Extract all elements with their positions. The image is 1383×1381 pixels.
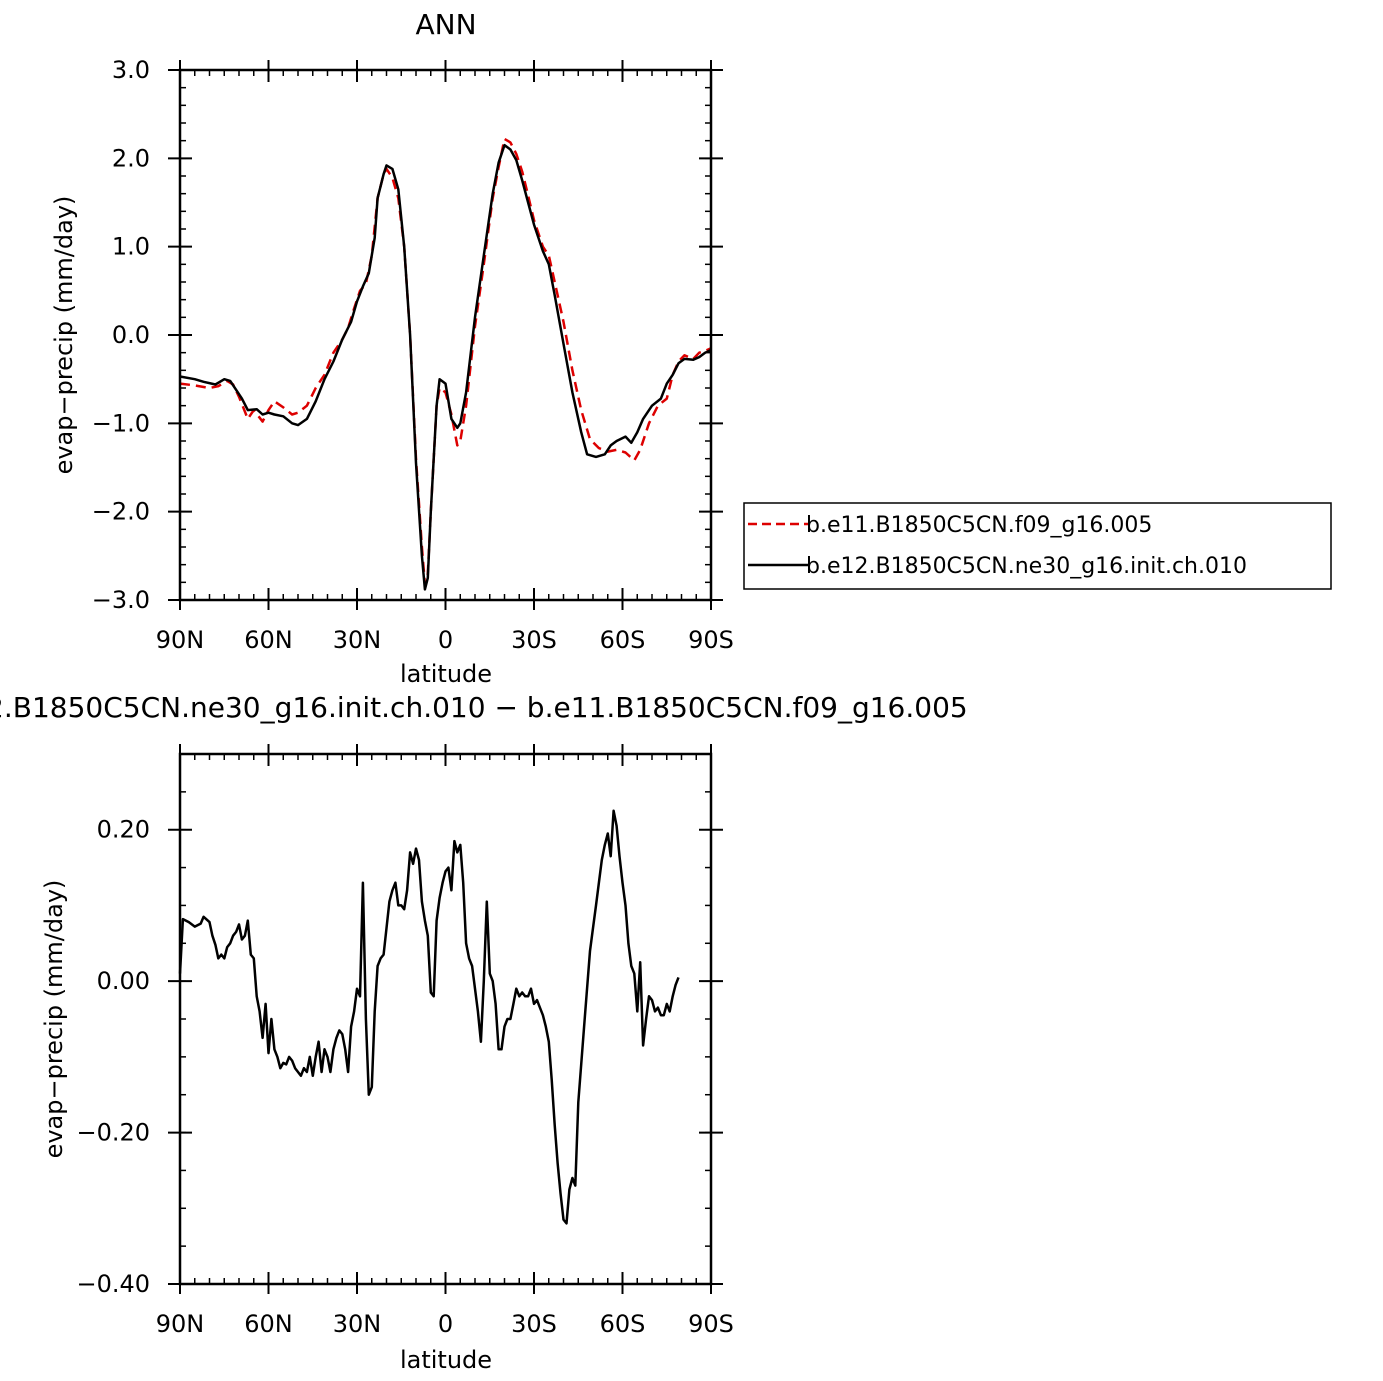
bottom-x-axis-label: latitude xyxy=(400,1346,492,1374)
legend-entry-series-2: b.e12.B1850C5CN.ne30_g16.init.ch.010 xyxy=(806,554,1247,579)
bottom-series-line-1 xyxy=(178,809,680,1225)
top-y-tick-label: −2.0 xyxy=(92,498,150,526)
top-y-tick-label: −3.0 xyxy=(92,586,150,614)
bottom-y-tick-label: −0.40 xyxy=(76,1270,150,1298)
top-series-line-1 xyxy=(179,137,712,586)
bottom-x-tick-label: 0 xyxy=(438,1310,453,1338)
bottom-series-lines xyxy=(178,809,680,1225)
top-y-tick-label: 3.0 xyxy=(112,56,150,84)
bottom-y-tick-label: 0.20 xyxy=(97,816,150,844)
top-series-lines xyxy=(179,137,712,591)
top-y-tick-label: −1.0 xyxy=(92,409,150,437)
bottom-plot-frame xyxy=(178,752,713,1286)
bottom-chart-title: b.e12.B1850C5CN.ne30_g16.init.ch.010 − b… xyxy=(0,691,968,724)
top-x-tick-label: 90S xyxy=(688,626,734,654)
bottom-x-tick-label: 60N xyxy=(244,1310,293,1338)
bottom-x-tick-label: 90N xyxy=(156,1310,205,1338)
top-series-line-2 xyxy=(179,143,712,591)
top-x-tick-label: 0 xyxy=(438,626,453,654)
bottom-axes: 90N 60N 30N 0 30S 60S 90S 0.20 0.00 −0.20 −0.40 xyxy=(76,744,734,1338)
top-x-tick-label: 30S xyxy=(511,626,557,654)
top-y-tick-label: 2.0 xyxy=(112,144,150,172)
legend: b.e11.B1850C5CN.f09_g16.005 b.e12.B1850C… xyxy=(743,502,1332,590)
top-x-tick-label: 30N xyxy=(333,626,382,654)
top-axes: 90N 60N 30N 0 30S 60S 90S 3.0 2.0 1.0 0.0 −1.0 −2.0 −… xyxy=(92,56,734,654)
bottom-y-tick-label: 0.00 xyxy=(97,967,150,995)
top-x-tick-label: 60N xyxy=(244,626,293,654)
top-panel: ANN 90N 60N 30N 0 30S 60S 90S 3.0 2.0 1.0 0.0 −1.0 −… xyxy=(50,8,734,688)
top-x-tick-label: 60S xyxy=(600,626,646,654)
top-y-tick-label: 0.0 xyxy=(112,321,150,349)
legend-entry-series-1: b.e11.B1850C5CN.f09_g16.005 xyxy=(806,513,1152,538)
top-chart-title: ANN xyxy=(415,8,476,41)
top-y-tick-label: 1.0 xyxy=(112,233,150,261)
bottom-y-tick-label: −0.20 xyxy=(76,1119,150,1147)
bottom-x-tick-label: 90S xyxy=(688,1310,734,1338)
bottom-panel: b.e12.B1850C5CN.ne30_g16.init.ch.010 − b… xyxy=(0,691,968,1374)
top-x-tick-label: 90N xyxy=(156,626,205,654)
bottom-y-axis-label: evap−precip (mm/day) xyxy=(40,880,68,1159)
bottom-x-tick-label: 30N xyxy=(333,1310,382,1338)
top-y-axis-label: evap−precip (mm/day) xyxy=(50,196,78,475)
top-x-axis-label: latitude xyxy=(400,660,492,688)
top-plot-frame xyxy=(178,68,713,602)
bottom-x-tick-label: 30S xyxy=(511,1310,557,1338)
legend-box xyxy=(743,502,1332,590)
bottom-x-tick-label: 60S xyxy=(600,1310,646,1338)
